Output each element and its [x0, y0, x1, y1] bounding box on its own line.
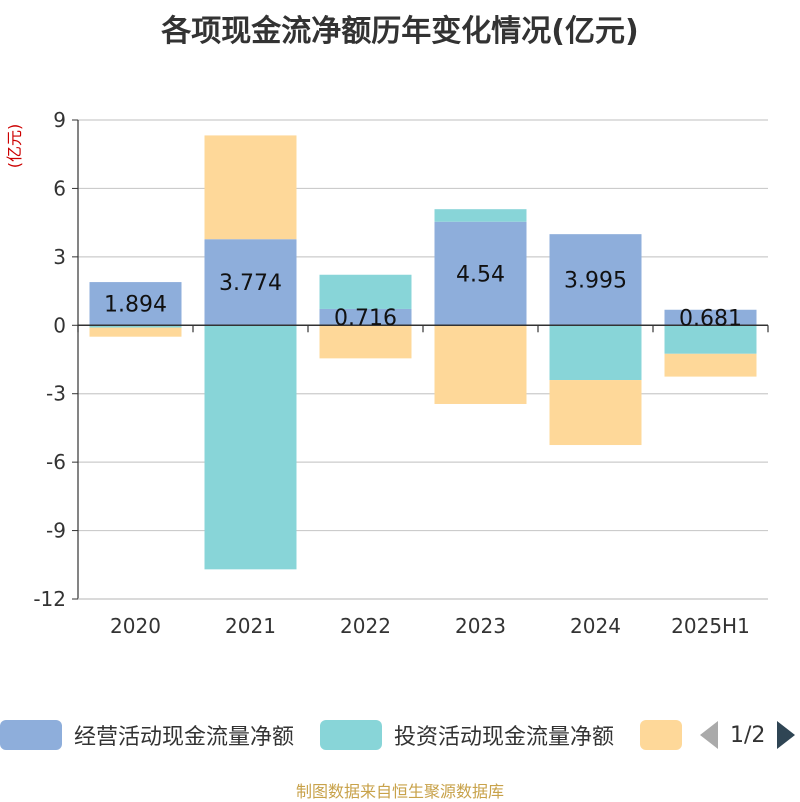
chart-plot: (亿元) 9 6 3 0 -3 -6 -9 -12 2020 2021 2022 2023 2024 20… [5, 108, 769, 638]
x-tick-label: 2022 [340, 614, 391, 638]
x-tick-label: 2025H1 [671, 614, 750, 638]
bars [89, 135, 757, 570]
legend-page-indicator: 1/2 [730, 722, 766, 748]
legend-next-arrow-icon[interactable] [777, 721, 796, 749]
bar-segment [89, 327, 182, 337]
bar-segment [319, 274, 412, 309]
legend-swatch-investing [320, 720, 382, 750]
bar-segment [204, 239, 297, 326]
chart-title: 各项现金流净额历年变化情况(亿元) [161, 14, 639, 49]
legend-swatch-operating [0, 720, 62, 750]
bar-value-label: 3.774 [219, 271, 282, 296]
legend-label-operating: 经营活动现金流量净额 [74, 725, 295, 750]
bar-segment [89, 325, 182, 328]
y-tick-label: 3 [53, 245, 66, 269]
y-tick-label: -3 [46, 382, 66, 406]
bar-value-label: 3.995 [564, 269, 627, 294]
y-tick-label: -6 [46, 450, 66, 474]
bar-segment [549, 380, 642, 446]
bar-value-label: 1.894 [104, 293, 167, 318]
legend-item-financing[interactable] [640, 718, 682, 752]
legend-pager: 1/2 [700, 718, 796, 752]
bar-segment [664, 309, 757, 326]
bar-segment [204, 135, 297, 240]
source-note: 制图数据来自恒生聚源数据库 [295, 782, 504, 801]
legend-item-investing[interactable]: 投资活动现金流量净额 [320, 718, 614, 752]
bar-segment [664, 325, 757, 354]
bar-segment [434, 221, 527, 326]
y-tick-label: 0 [53, 313, 66, 337]
y-tick-label: 9 [53, 108, 66, 132]
legend-item-operating[interactable]: 经营活动现金流量净额 [0, 718, 294, 752]
x-tick-label: 2021 [225, 614, 276, 638]
bar-segment [89, 282, 182, 326]
bar-segment [664, 353, 757, 377]
x-tick-label: 2023 [455, 614, 506, 638]
bar-segment [434, 325, 527, 404]
axes: 9 6 3 0 -3 -6 -9 -12 2020 2021 2022 2023 2024 2025H1 [33, 108, 769, 638]
y-tick-label: -12 [33, 587, 66, 611]
bar-value-label: 0.681 [679, 307, 742, 332]
bar-segment [434, 209, 527, 222]
bar-segment [319, 325, 412, 359]
x-tick-label: 2024 [570, 614, 621, 638]
legend-swatch-financing [640, 720, 682, 750]
y-axis-unit-label: (亿元) [5, 124, 24, 169]
y-tick-label: 6 [53, 176, 66, 200]
bar-segment [204, 325, 297, 570]
legend-prev-arrow-icon[interactable] [700, 721, 718, 749]
y-tick-label: -9 [46, 519, 66, 543]
data-labels: 1.894 3.774 0.716 4.54 3.995 0.681 [104, 263, 742, 332]
x-tick-label: 2020 [110, 614, 161, 638]
bar-value-label: 4.54 [456, 263, 505, 288]
bar-segment [549, 234, 642, 326]
bar-segment [549, 325, 642, 381]
bar-segment [319, 308, 412, 326]
bar-value-label: 0.716 [334, 306, 397, 331]
legend-label-investing: 投资活动现金流量净额 [394, 725, 615, 750]
legend: 经营活动现金流量净额 投资活动现金流量净额 1/2 [0, 718, 800, 754]
